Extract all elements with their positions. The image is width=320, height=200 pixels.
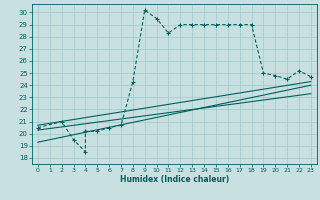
X-axis label: Humidex (Indice chaleur): Humidex (Indice chaleur) [120, 175, 229, 184]
